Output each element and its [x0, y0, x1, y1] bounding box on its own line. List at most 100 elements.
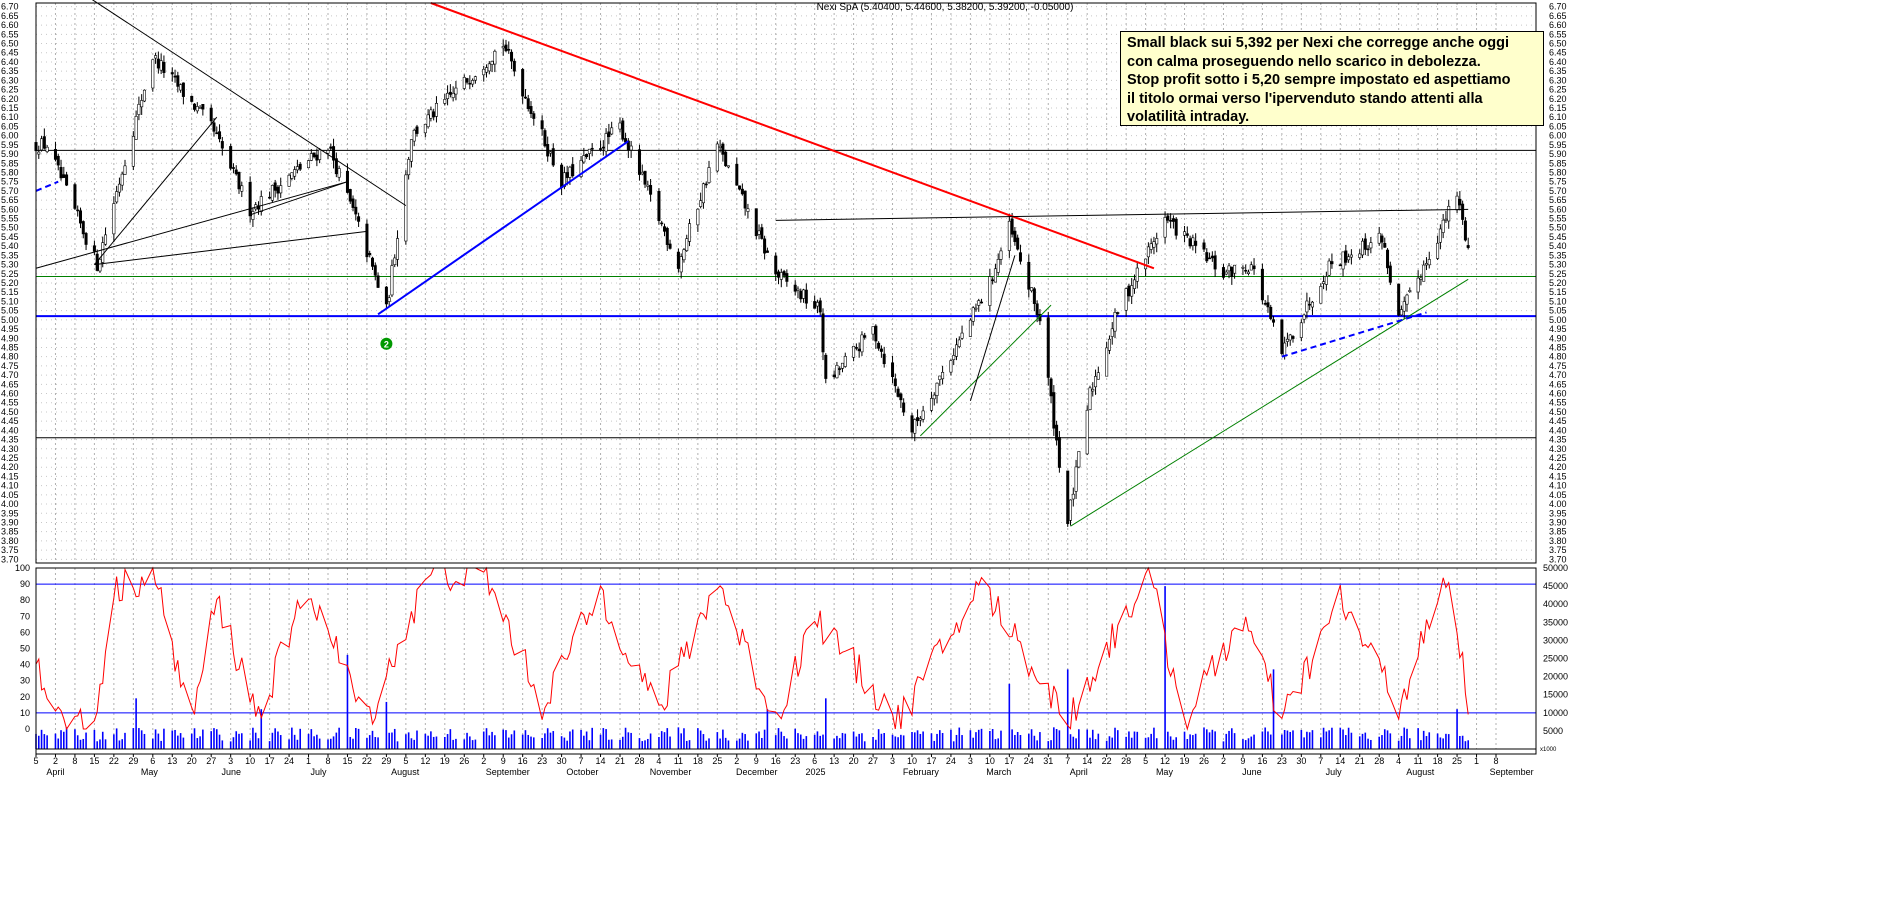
candle [1091, 388, 1095, 392]
candle [1221, 267, 1225, 278]
price-tick-left: 4.00 [1, 499, 19, 509]
price-tick-left: 3.85 [1, 527, 19, 537]
price-tick-left: 5.15 [1, 287, 19, 297]
month-label: 2025 [806, 767, 826, 777]
candle [1285, 338, 1289, 342]
candle [1441, 219, 1445, 233]
price-tick-left: 4.50 [1, 407, 19, 417]
candle [621, 120, 625, 140]
price-tick-right: 4.70 [1549, 370, 1567, 380]
candle [1399, 309, 1403, 316]
candle [73, 184, 77, 209]
price-tick-left: 4.05 [1, 490, 19, 500]
candle [715, 143, 719, 172]
candle [173, 75, 177, 78]
candle [618, 122, 622, 130]
trend-line [35, 181, 348, 269]
price-tick-left: 5.75 [1, 177, 19, 187]
oscillator-tick: 60 [20, 627, 30, 637]
price-tick-left: 5.70 [1, 186, 19, 196]
candle [426, 114, 430, 128]
candle [507, 48, 511, 51]
price-tick-left: 6.45 [1, 48, 19, 58]
candle [1447, 205, 1451, 222]
price-tick-right: 4.10 [1549, 481, 1567, 491]
month-label: August [1406, 767, 1435, 777]
candle [1230, 266, 1234, 277]
candle [1310, 301, 1314, 308]
candle [1016, 237, 1020, 250]
price-tick-left: 6.25 [1, 85, 19, 95]
candle [646, 184, 650, 187]
candle [643, 170, 647, 185]
date-tick: 10 [907, 756, 917, 766]
trend-line [249, 181, 348, 216]
date-tick: 23 [1277, 756, 1287, 766]
month-label: July [311, 767, 328, 777]
candle [482, 68, 486, 76]
candle [468, 82, 472, 85]
candle [993, 268, 997, 283]
trend-line [430, 2, 1155, 270]
candle [1366, 248, 1370, 251]
volume-tick: 5000 [1543, 726, 1563, 736]
price-tick-right: 4.00 [1549, 499, 1567, 509]
candle [863, 335, 867, 338]
time-axis-strip [35, 748, 1537, 755]
price-tick-right: 5.05 [1549, 306, 1567, 316]
trend-line [919, 304, 1052, 437]
price-tick-right: 5.80 [1549, 167, 1567, 177]
candle [1146, 246, 1150, 258]
candle [629, 145, 633, 151]
candle [512, 60, 516, 72]
price-tick-left: 6.40 [1, 57, 19, 67]
candle [1152, 241, 1156, 248]
candle [1397, 283, 1401, 316]
candle [1124, 288, 1128, 311]
candle [1110, 328, 1114, 337]
candle [804, 289, 808, 304]
candle [688, 223, 692, 242]
candle [779, 272, 783, 280]
candle [1369, 242, 1373, 249]
candle [938, 375, 942, 380]
candle [918, 418, 922, 421]
candle [610, 127, 614, 135]
candle [1149, 243, 1153, 250]
candle [782, 271, 786, 276]
price-tick-right: 3.80 [1549, 536, 1567, 546]
candle [415, 126, 419, 134]
candle [838, 368, 842, 370]
date-tick: 15 [342, 756, 352, 766]
candle [832, 374, 836, 378]
month-label: April [46, 767, 64, 777]
candle [1341, 251, 1345, 270]
candle [726, 165, 730, 168]
oscillator-tick: 70 [20, 611, 30, 621]
candle [462, 77, 466, 89]
candle [1408, 290, 1412, 292]
candle [707, 167, 711, 183]
price-tick-right: 6.55 [1549, 29, 1567, 39]
candle [1183, 231, 1187, 236]
candle [1127, 285, 1131, 297]
candle [295, 166, 299, 171]
candle [1461, 203, 1465, 220]
candle [1402, 301, 1406, 312]
candle [1188, 238, 1192, 247]
month-label: May [141, 767, 159, 777]
candle [874, 325, 878, 342]
date-tick: 21 [615, 756, 625, 766]
candle [587, 148, 591, 154]
price-tick-left: 4.40 [1, 425, 19, 435]
candle [309, 153, 313, 161]
candle [532, 113, 536, 119]
candle [1361, 240, 1365, 256]
candle [104, 234, 108, 245]
trend-line [94, 230, 367, 266]
price-tick-right: 4.85 [1549, 342, 1567, 352]
candle [1246, 271, 1250, 274]
note-line-5: volatilità intraday. [1127, 109, 1250, 125]
price-tick-left: 4.10 [1, 481, 19, 491]
candle [1422, 264, 1426, 282]
